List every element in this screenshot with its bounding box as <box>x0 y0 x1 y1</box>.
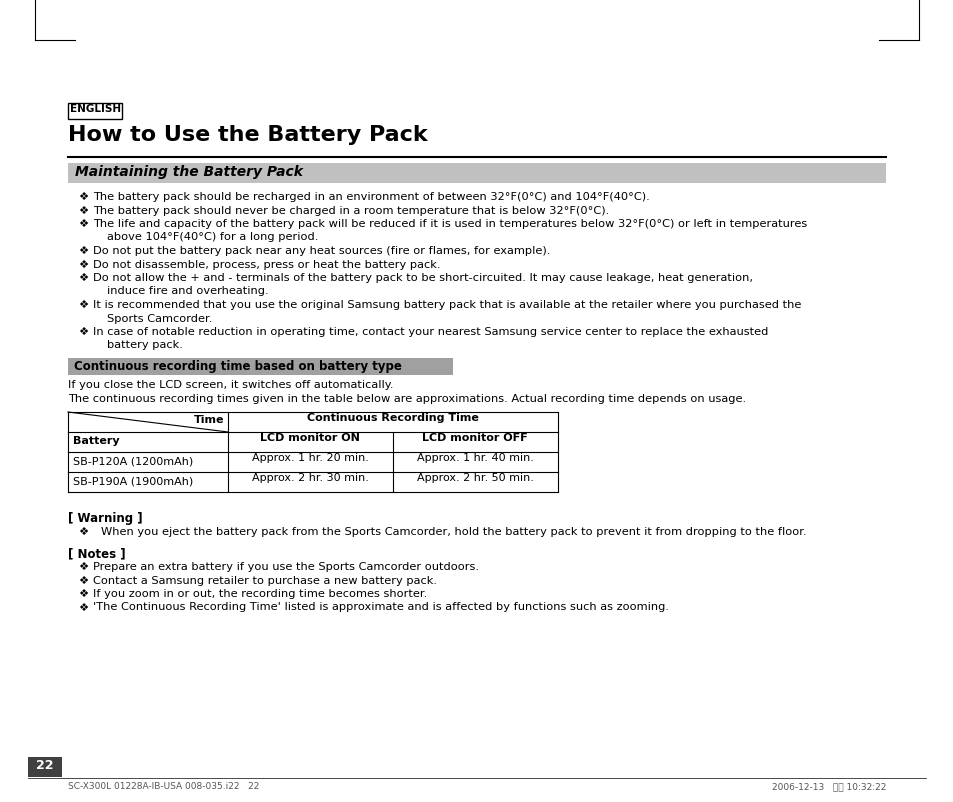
Text: ❖: ❖ <box>78 576 89 585</box>
Text: [ Warning ]: [ Warning ] <box>68 512 143 525</box>
Bar <box>68 163 885 183</box>
Text: above 104°F(40°C) for a long period.: above 104°F(40°C) for a long period. <box>107 233 318 242</box>
Text: ❖: ❖ <box>78 562 89 572</box>
Text: ❖: ❖ <box>78 205 89 216</box>
Text: Battery: Battery <box>73 436 119 446</box>
Text: It is recommended that you use the original Samsung battery pack that is availab: It is recommended that you use the origi… <box>92 300 801 310</box>
Text: The life and capacity of the battery pack will be reduced if it is used in tempe: The life and capacity of the battery pac… <box>92 219 806 229</box>
Text: If you close the LCD screen, it switches off automatically.: If you close the LCD screen, it switches… <box>68 380 393 390</box>
Text: ❖: ❖ <box>78 273 89 283</box>
Text: 2006-12-13   오전 10:32:22: 2006-12-13 오전 10:32:22 <box>771 782 885 791</box>
Text: In case of notable reduction in operating time, contact your nearest Samsung ser: In case of notable reduction in operatin… <box>92 327 767 337</box>
Text: 22: 22 <box>36 759 53 772</box>
Text: ❖: ❖ <box>78 527 89 537</box>
Text: Approx. 2 hr. 30 min.: Approx. 2 hr. 30 min. <box>252 473 368 483</box>
Text: Prepare an extra battery if you use the Sports Camcorder outdoors.: Prepare an extra battery if you use the … <box>92 562 478 572</box>
Bar <box>68 472 558 492</box>
Text: 'The Continuous Recording Time' listed is approximate and is affected by functio: 'The Continuous Recording Time' listed i… <box>92 602 668 613</box>
Text: Maintaining the Battery Pack: Maintaining the Battery Pack <box>75 165 303 179</box>
Text: Approx. 1 hr. 40 min.: Approx. 1 hr. 40 min. <box>416 453 533 463</box>
Bar <box>68 432 558 452</box>
Text: When you eject the battery pack from the Sports Camcorder, hold the battery pack: When you eject the battery pack from the… <box>101 527 806 537</box>
Text: battery pack.: battery pack. <box>107 341 183 350</box>
Text: If you zoom in or out, the recording time becomes shorter.: If you zoom in or out, the recording tim… <box>92 589 427 599</box>
Bar <box>68 412 558 432</box>
Text: Continuous recording time based on battery type: Continuous recording time based on batte… <box>74 360 401 373</box>
Text: ❖: ❖ <box>78 327 89 337</box>
Text: Do not allow the + and - terminals of the battery pack to be short-circuited. It: Do not allow the + and - terminals of th… <box>92 273 752 283</box>
Bar <box>28 757 62 777</box>
Text: ❖: ❖ <box>78 192 89 202</box>
Text: LCD monitor ON: LCD monitor ON <box>260 433 359 443</box>
Text: The battery pack should be recharged in an environment of between 32°F(0°C) and : The battery pack should be recharged in … <box>92 192 649 202</box>
Text: Time: Time <box>193 415 224 425</box>
Text: LCD monitor OFF: LCD monitor OFF <box>422 433 527 443</box>
Bar <box>68 452 558 472</box>
Text: Approx. 2 hr. 50 min.: Approx. 2 hr. 50 min. <box>416 473 533 483</box>
Text: Sports Camcorder.: Sports Camcorder. <box>107 314 213 323</box>
Text: Do not disassemble, process, press or heat the battery pack.: Do not disassemble, process, press or he… <box>92 260 440 269</box>
Text: induce fire and overheating.: induce fire and overheating. <box>107 286 269 297</box>
Text: ❖: ❖ <box>78 300 89 310</box>
Text: SB-P190A (1900mAh): SB-P190A (1900mAh) <box>73 477 193 487</box>
Text: Contact a Samsung retailer to purchase a new battery pack.: Contact a Samsung retailer to purchase a… <box>92 576 436 585</box>
Text: SB-P120A (1200mAh): SB-P120A (1200mAh) <box>73 457 193 467</box>
Text: The continuous recording times given in the table below are approximations. Actu: The continuous recording times given in … <box>68 394 745 404</box>
Text: The battery pack should never be charged in a room temperature that is below 32°: The battery pack should never be charged… <box>92 205 609 216</box>
Text: How to Use the Battery Pack: How to Use the Battery Pack <box>68 125 427 145</box>
Text: Do not put the battery pack near any heat sources (fire or flames, for example).: Do not put the battery pack near any hea… <box>92 246 550 256</box>
Text: ❖: ❖ <box>78 602 89 613</box>
Bar <box>68 358 453 375</box>
Text: ❖: ❖ <box>78 260 89 269</box>
Text: [ Notes ]: [ Notes ] <box>68 547 126 560</box>
Text: Continuous Recording Time: Continuous Recording Time <box>307 413 478 423</box>
Text: Approx. 1 hr. 20 min.: Approx. 1 hr. 20 min. <box>252 453 368 463</box>
Text: ❖: ❖ <box>78 219 89 229</box>
Text: ❖: ❖ <box>78 589 89 599</box>
Text: ❖: ❖ <box>78 246 89 256</box>
Bar <box>68 103 122 119</box>
Text: SC-X300L 01228A-IB-USA 008-035.i22   22: SC-X300L 01228A-IB-USA 008-035.i22 22 <box>68 782 259 791</box>
Text: ENGLISH: ENGLISH <box>70 104 121 114</box>
